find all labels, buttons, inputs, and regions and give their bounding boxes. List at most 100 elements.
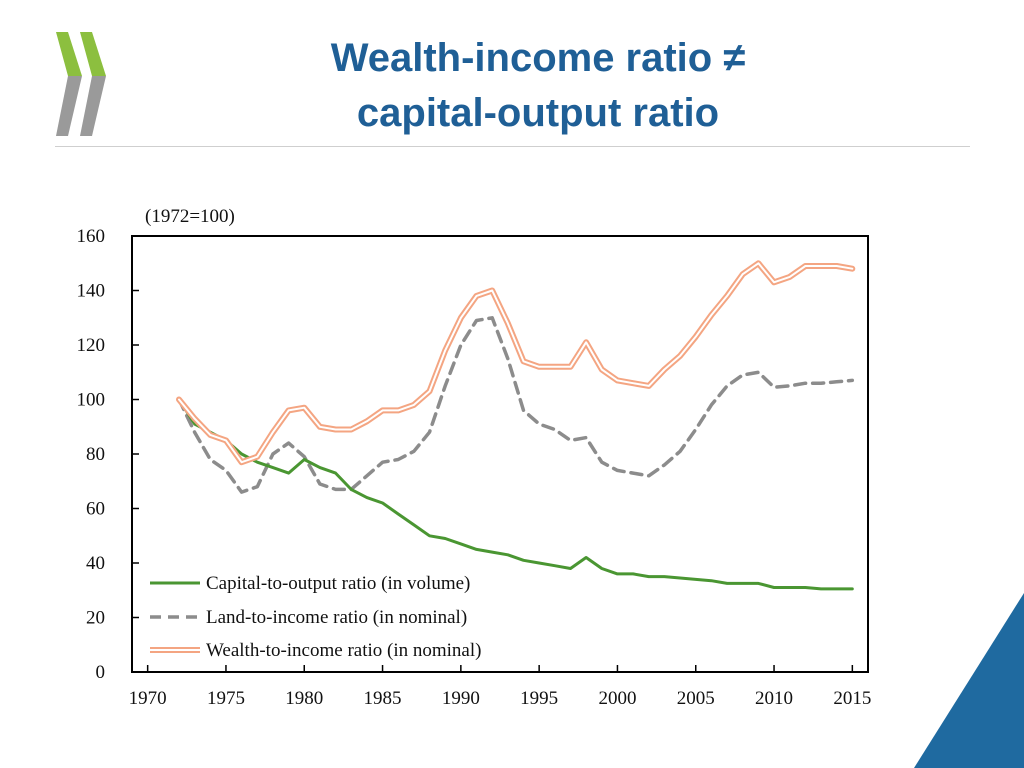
series-1-point xyxy=(444,385,446,387)
series-1-point xyxy=(648,475,650,477)
series-1-point xyxy=(851,379,853,381)
series-0-point xyxy=(726,582,728,584)
series-1-point xyxy=(397,458,399,460)
series-2-point xyxy=(585,341,587,343)
series-1-point xyxy=(240,491,242,493)
series-2-point xyxy=(569,366,571,368)
series-0-point xyxy=(475,548,477,550)
series-0-point xyxy=(319,466,321,468)
x-tick-label: 2015 xyxy=(833,688,871,709)
series-1-point xyxy=(209,458,211,460)
series-0-point xyxy=(742,582,744,584)
x-tick-label: 1975 xyxy=(207,688,245,709)
series-1-point xyxy=(538,423,540,425)
series-0-point xyxy=(491,551,493,553)
series-2-point xyxy=(413,404,415,406)
series-2-point xyxy=(789,276,791,278)
series-0-point xyxy=(256,461,258,463)
series-2-point xyxy=(820,265,822,267)
series-2-point xyxy=(773,281,775,283)
series-1-point xyxy=(522,409,524,411)
series-0-point xyxy=(507,554,509,556)
series-1-point xyxy=(601,461,603,463)
series-0-point xyxy=(601,567,603,569)
series-2-point xyxy=(710,314,712,316)
series-0-point xyxy=(428,535,430,537)
series-2-point xyxy=(616,379,618,381)
series-0-point xyxy=(695,578,697,580)
series-2-point xyxy=(648,385,650,387)
series-2-point xyxy=(475,295,477,297)
series-1-point xyxy=(554,428,556,430)
y-tick-label: 40 xyxy=(86,553,105,574)
series-2-point xyxy=(428,390,430,392)
y-tick-label: 100 xyxy=(77,390,106,411)
series-2-point xyxy=(225,439,227,441)
series-0-point xyxy=(585,556,587,558)
series-0-point xyxy=(334,472,336,474)
series-1-point xyxy=(272,453,274,455)
series-0-point xyxy=(835,588,837,590)
series-1-point xyxy=(726,385,728,387)
x-tick-label: 1985 xyxy=(364,688,402,709)
series-2-point xyxy=(256,456,258,458)
y-axis: 0 20 40 60 80 100 120 140 160 xyxy=(77,226,139,683)
series-2-point xyxy=(679,355,681,357)
series-2-point xyxy=(303,406,305,408)
x-tick-label: 2010 xyxy=(755,688,793,709)
series-0-point xyxy=(397,513,399,515)
series-0-point xyxy=(773,586,775,588)
y-tick-label: 120 xyxy=(77,335,106,356)
series-1-point xyxy=(773,386,775,388)
series-1-point xyxy=(742,374,744,376)
series-1-point xyxy=(460,344,462,346)
series-1-point xyxy=(287,442,289,444)
series-2-point xyxy=(381,409,383,411)
series-1-point xyxy=(804,382,806,384)
series-2-point xyxy=(804,265,806,267)
series-0-point xyxy=(287,472,289,474)
series-1-point xyxy=(428,431,430,433)
series-0-point xyxy=(366,496,368,498)
series-line-1 xyxy=(177,316,855,494)
y-tick-label: 60 xyxy=(86,499,105,520)
series-2-point xyxy=(835,265,837,267)
series-0-point xyxy=(538,562,540,564)
series-2-point xyxy=(350,428,352,430)
series-0-point xyxy=(444,537,446,539)
series-0-point xyxy=(460,543,462,545)
x-tick-label: 1995 xyxy=(520,688,558,709)
logo-grey-chevron-left xyxy=(56,76,82,136)
series-0-point xyxy=(616,573,618,575)
x-axis: 1970 1975 1980 1985 1990 1995 2000 2005 2010 2015 xyxy=(129,665,871,709)
series-0-point xyxy=(569,567,571,569)
chart-annotation: (1972=100) xyxy=(145,206,235,227)
series-2-point xyxy=(601,368,603,370)
series-0-point xyxy=(554,565,556,567)
series-1-point xyxy=(585,436,587,438)
y-tick-label: 20 xyxy=(86,608,105,629)
series-2-point xyxy=(726,295,728,297)
series-2-point xyxy=(538,366,540,368)
y-tick-label: 0 xyxy=(96,662,106,683)
slide-title-line1: Wealth-income ratio ≠ xyxy=(330,36,746,80)
series-1-point xyxy=(413,450,415,452)
series-0-point xyxy=(710,580,712,582)
series-0-point xyxy=(272,466,274,468)
series-2-point xyxy=(663,368,665,370)
series-1-point xyxy=(475,319,477,321)
series-2-point xyxy=(272,431,274,433)
series-2-point xyxy=(178,398,180,400)
series-1-point xyxy=(679,450,681,452)
series-0-point xyxy=(522,559,524,561)
series-1-point xyxy=(334,488,336,490)
series-1-point xyxy=(695,428,697,430)
series-layer xyxy=(176,260,856,591)
series-2-point xyxy=(240,461,242,463)
series-line-2-inner xyxy=(178,262,854,464)
series-1-point xyxy=(303,456,305,458)
series-0-point xyxy=(303,458,305,460)
series-1-point xyxy=(789,385,791,387)
series-1-point xyxy=(616,469,618,471)
